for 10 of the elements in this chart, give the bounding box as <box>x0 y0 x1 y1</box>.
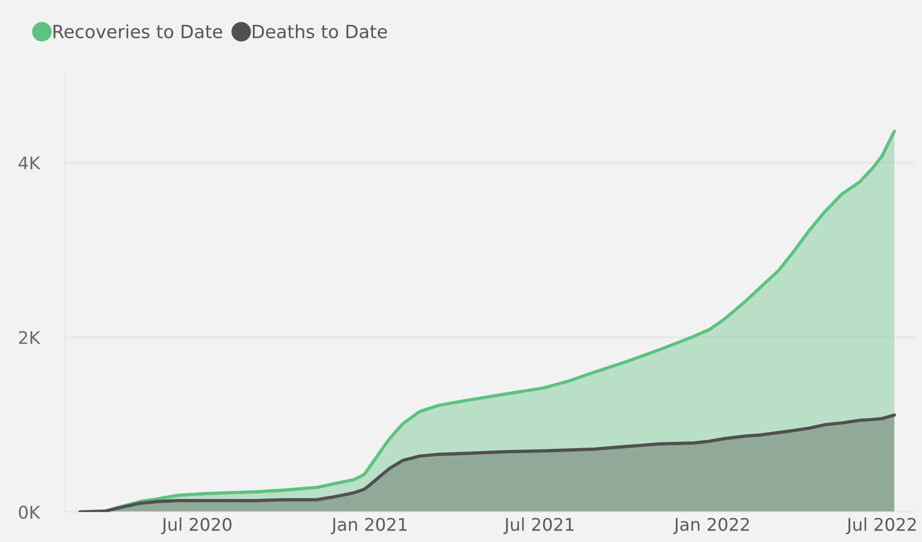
legend-label: Deaths to Date <box>252 24 387 38</box>
legend-label: Recoveries to Date <box>54 24 222 38</box>
x-tick-label: Jan 2021 <box>330 518 407 534</box>
x-tick-label: Jul 2020 <box>161 518 232 534</box>
y-tick-label: 2K <box>19 331 41 344</box>
y-tick-label: 0K <box>18 506 41 519</box>
x-tick-label: Jul 2021 <box>504 518 574 534</box>
y-tick-label: 4K <box>18 156 41 170</box>
x-tick-label: Jan 2022 <box>673 518 749 534</box>
x-tick-label: Jul 2022 <box>846 518 916 534</box>
